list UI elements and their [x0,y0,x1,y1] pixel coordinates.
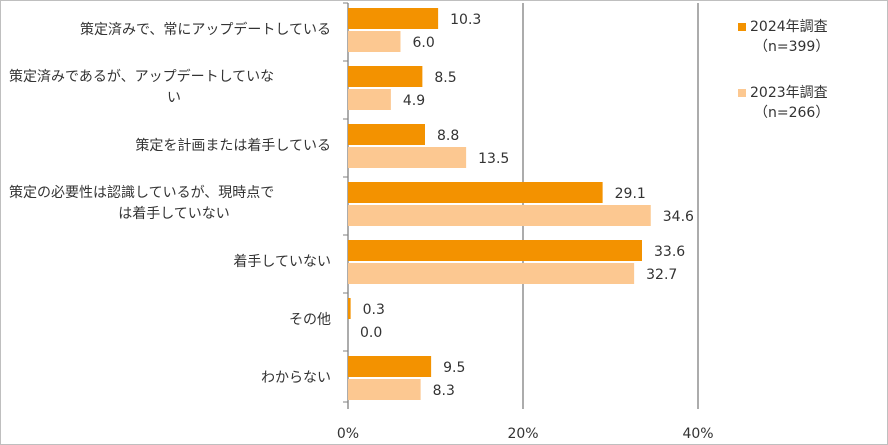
data-label: 9.5 [443,360,465,376]
bar-2023 [348,31,401,52]
x-tick-label: 40% [682,426,713,442]
bar-2024 [348,356,432,377]
data-label: 8.3 [433,383,455,399]
data-label: 8.8 [437,128,459,144]
category-label: 策定を計画または着手している [135,137,331,154]
x-tick-label: 20% [507,426,538,442]
legend-item: 2023年調査 （n=266） [738,83,829,123]
legend-sample-size: （n=266） [754,105,830,121]
data-label: 32.7 [646,267,677,283]
bar-2023 [348,379,421,400]
legend-series-name: 2024年調査 [750,19,828,35]
category-label: 策定済みであるが、アップデートしていない [9,69,275,106]
bar-2024 [348,8,439,29]
bar-2023 [348,263,635,284]
bar-2024 [348,182,603,203]
data-label: 4.9 [403,93,425,109]
data-label: 33.6 [654,244,685,260]
category-label: 策定の必要性は認識しているが、現時点で は着手していない [9,185,275,222]
category-label: 着手していない [233,253,331,270]
bar-2023 [348,147,467,168]
data-label: 13.5 [478,151,509,167]
legend-item: 2024年調査 （n=399） [738,17,829,57]
data-label: 8.5 [434,70,456,86]
category-label: その他 [289,311,331,328]
bar-2024 [348,240,642,261]
category-label: 策定済みで、常にアップデートしている [79,21,331,38]
bar-2024 [348,298,351,319]
legend-swatch [738,89,746,97]
legend-swatch [738,23,746,31]
bar-2023 [348,205,651,226]
x-tick-label: 0% [337,426,359,442]
category-label: わからない [261,369,331,386]
data-label: 6.0 [413,35,435,51]
legend-series-name: 2023年調査 [750,85,828,101]
legend-sample-size: （n=399） [754,39,830,55]
data-label: 0.0 [360,325,382,341]
bar-2024 [348,124,425,145]
data-label: 29.1 [615,186,646,202]
bar-2023 [348,89,391,110]
data-label: 34.6 [663,209,694,225]
data-label: 0.3 [363,302,385,318]
bar-2024 [348,66,423,87]
data-label: 10.3 [450,12,481,28]
